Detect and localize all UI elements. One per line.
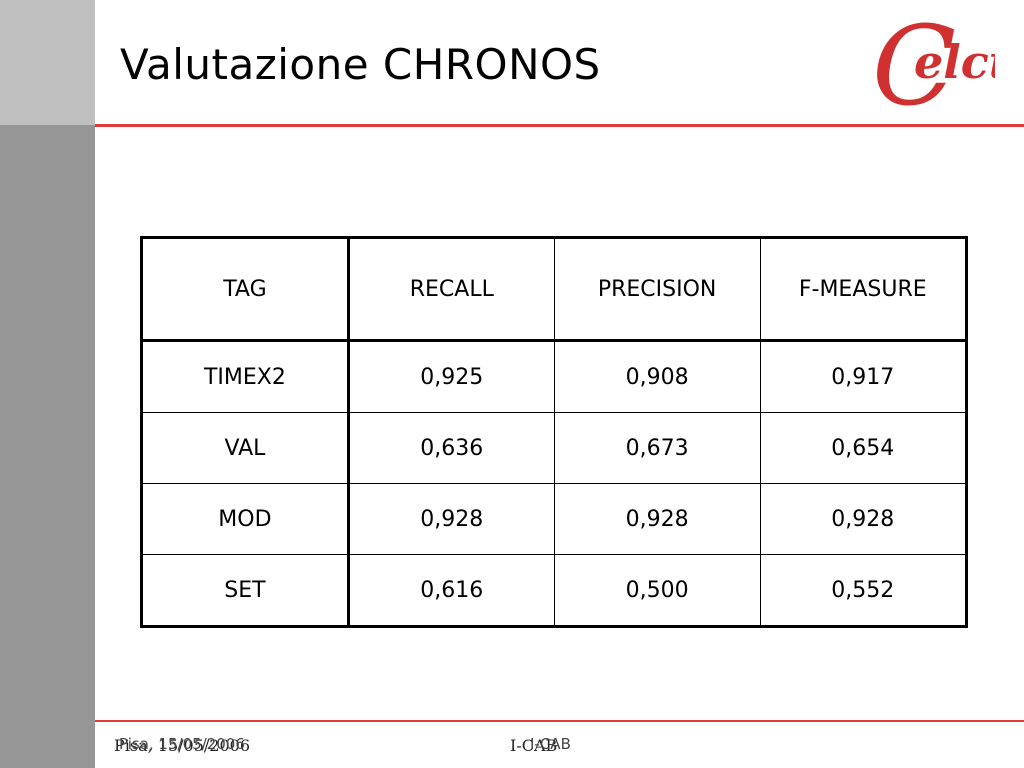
table-cell: TIMEX2 (141, 340, 350, 413)
table-cell: 0,928 (347, 483, 555, 555)
table-cell: 0,917 (759, 340, 968, 413)
logo-initial: C (872, 8, 956, 116)
table-cell: 0,925 (347, 340, 555, 413)
table-cell: 0,928 (553, 483, 761, 555)
sidebar-bottom-block (0, 125, 95, 768)
table-cell: VAL (141, 412, 350, 484)
table-cell: 0,908 (553, 340, 761, 413)
table-cell: 0,552 (759, 554, 968, 628)
table-cell: 0,616 (347, 554, 555, 628)
table-cell: 0,654 (759, 412, 968, 484)
footer-project: I-CAB (510, 736, 558, 755)
celct-logo-icon: C elct (872, 8, 995, 116)
results-table: TAG RECALL PRECISION F-MEASURE TIMEX2 0,… (140, 236, 968, 628)
header-rule (95, 124, 1024, 127)
table-cell: 0,928 (759, 483, 968, 555)
table-cell: SET (141, 554, 350, 628)
footer-project-overlay: I-CAB (530, 735, 571, 753)
footer-date-overlay: Pisa, 15/05/2006 (119, 735, 245, 753)
slide-title: Valutazione CHRONOS (120, 40, 601, 89)
header-f-measure: F-MEASURE (759, 237, 968, 342)
table-cell: 0,636 (347, 412, 555, 484)
table-row: VAL 0,636 0,673 0,654 (141, 412, 968, 484)
table-cell: 0,673 (553, 412, 761, 484)
header-recall: RECALL (347, 237, 555, 342)
header-precision: PRECISION (553, 237, 761, 342)
header-tag: TAG (141, 237, 350, 342)
sidebar-top-block (0, 0, 95, 125)
logo-text: elct (914, 35, 995, 89)
table-row: MOD 0,928 0,928 0,928 (141, 483, 968, 555)
footer-rule (95, 720, 1024, 722)
table-header-row: TAG RECALL PRECISION F-MEASURE (141, 237, 968, 342)
footer-date: Pisa, 15/05/2006 (114, 736, 251, 755)
table-row: TIMEX2 0,925 0,908 0,917 (141, 340, 968, 413)
table-cell: 0,500 (553, 554, 761, 628)
table-cell: MOD (141, 483, 350, 555)
table-row: SET 0,616 0,500 0,552 (141, 554, 968, 628)
